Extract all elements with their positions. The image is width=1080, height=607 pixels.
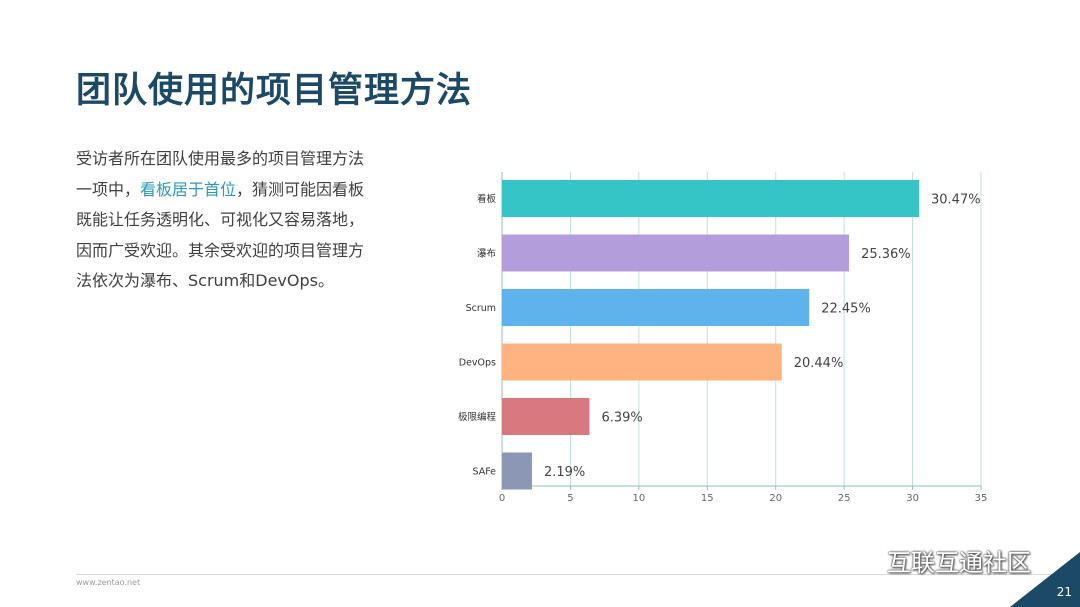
bar	[502, 398, 590, 435]
body-text: 受访者所在团队使用最多的项目管理方法一项中，看板居于首位，猜测可能因看板既能让任…	[76, 144, 366, 297]
body-text-part-2: ，猜测可能因看板既能让任务透明化、可视化又容易落地，因而广受欢迎。其余受欢迎的项…	[76, 179, 365, 291]
category-label: 看板	[477, 193, 497, 205]
bar	[502, 289, 810, 326]
category-label: Scrum	[466, 303, 496, 314]
category-label: 瀑布	[477, 248, 496, 260]
data-label: 6.39%	[601, 411, 642, 426]
data-label: 20.44%	[794, 356, 844, 371]
x-tick-label: 5	[567, 493, 573, 504]
footer-divider	[76, 574, 1080, 575]
x-tick-label: 10	[632, 493, 645, 504]
footer-url: www.zentao.net	[76, 578, 141, 587]
corner-triangle	[1010, 552, 1080, 607]
data-label: 2.19%	[544, 465, 585, 480]
bar	[502, 180, 920, 217]
wechat-icon	[846, 547, 877, 572]
x-tick-label: 30	[906, 493, 919, 504]
x-tick-label: 15	[701, 493, 714, 504]
bar	[502, 452, 532, 490]
body-text-highlight: 看板居于首位	[140, 179, 237, 199]
x-tick-label: 0	[499, 493, 505, 504]
data-label: 30.47%	[931, 193, 981, 208]
bar	[502, 234, 850, 272]
category-label: DevOps	[459, 358, 496, 369]
body-text-part-1: 受访者所在团队使用最多的项目管理方法一项中，	[76, 149, 365, 199]
watermark: 互联互通社区	[845, 543, 1031, 578]
x-tick-label: 25	[838, 493, 851, 504]
watermark-text: 互联互通社区	[887, 549, 1031, 577]
category-label: SAFe	[473, 467, 497, 478]
page-title: 团队使用的项目管理方法	[76, 71, 473, 111]
data-label: 22.45%	[821, 302, 871, 317]
data-label: 25.36%	[861, 247, 911, 262]
x-tick-label: 35	[975, 493, 988, 504]
bar	[502, 343, 782, 381]
page-number: 21	[1056, 585, 1072, 599]
x-tick-label: 20	[769, 493, 782, 504]
category-label: 极限编程	[458, 411, 497, 423]
